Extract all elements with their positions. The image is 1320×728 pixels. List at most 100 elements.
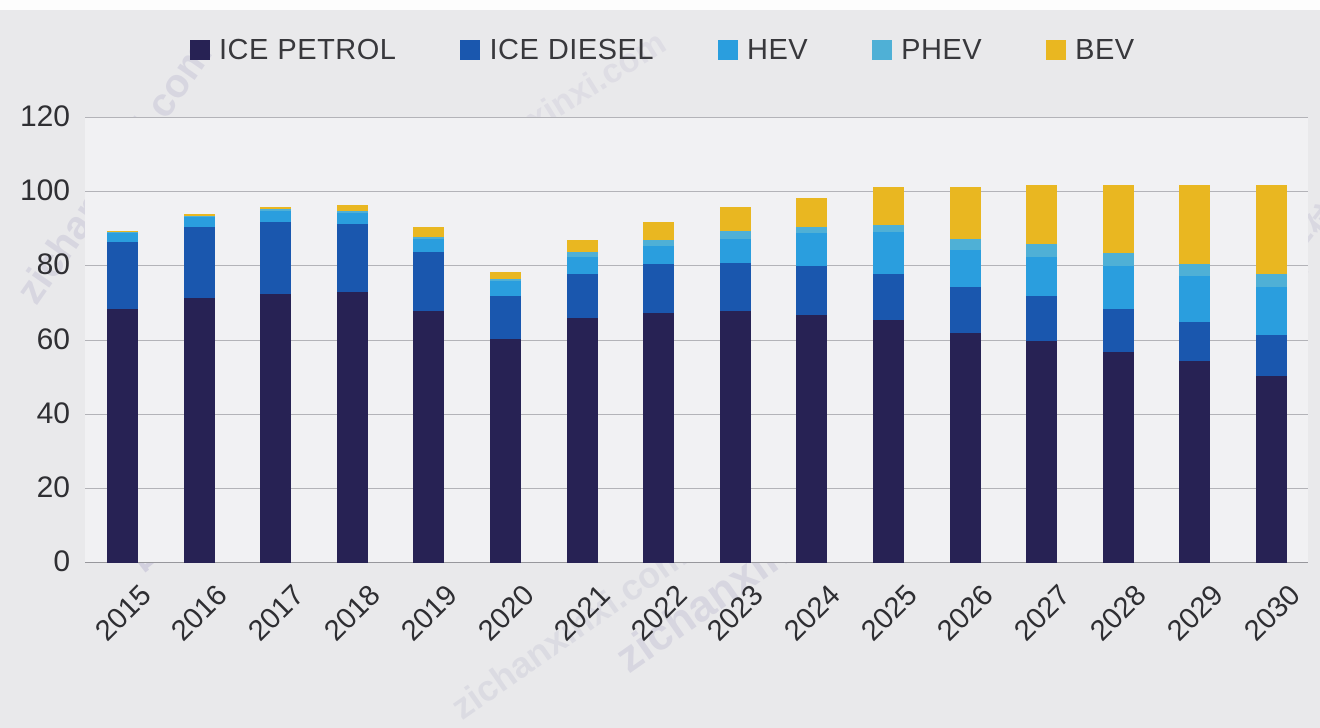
plot-area (85, 117, 1308, 563)
stacked-bar-chart: ICE PETROL ICE DIESEL HEV PHEV BEV 0 20 40 60 80… (19, 33, 1308, 648)
bar-2019-ice-petrol (413, 310, 445, 563)
bar-2028-ice-diesel (1102, 308, 1134, 352)
legend-swatch-icon (190, 40, 210, 60)
bar-2024-ice-petrol (796, 314, 828, 563)
bar-2022-ice-petrol (643, 312, 675, 563)
x-tick-2026: 2026 (931, 579, 1000, 648)
bar-2015-hev (107, 232, 138, 243)
bar-2017-phev (260, 209, 292, 211)
x-tick-2024: 2024 (778, 579, 847, 648)
y-tick-60: 60 (36, 322, 70, 356)
bar-2021-hev (566, 257, 598, 274)
bar-2028-phev (1102, 253, 1134, 267)
bar-2021-ice-petrol (566, 318, 598, 563)
bar-2022-bev (643, 221, 675, 241)
bar-2029-phev (1179, 264, 1211, 276)
bar-2025-phev (873, 225, 904, 232)
bar-2030-hev (1256, 286, 1287, 335)
bar-2016-phev (183, 216, 215, 218)
x-tick-2028: 2028 (1084, 579, 1153, 648)
x-tick-2016: 2016 (165, 579, 234, 648)
x-tick-2015: 2015 (88, 579, 158, 648)
legend-swatch-icon (460, 40, 481, 60)
legend-label: HEV (747, 33, 809, 66)
bar-2015-ice-petrol (107, 308, 138, 563)
bar-2015-ice-diesel (107, 242, 138, 309)
bar-2022-ice-diesel (643, 264, 675, 313)
bar-2019-bev (413, 227, 445, 237)
bar-2018-ice-diesel (336, 223, 368, 293)
bar-2017-ice-petrol (260, 294, 292, 563)
y-tick-100: 100 (19, 174, 70, 208)
x-tick-2017: 2017 (242, 579, 311, 648)
gridline-40 (85, 413, 1308, 415)
x-tick-2025: 2025 (854, 579, 924, 648)
bar-2023-hev (719, 238, 751, 263)
bar-2030-bev (1256, 184, 1287, 274)
x-tick-2020: 2020 (471, 579, 541, 648)
bar-2020-ice-diesel (490, 296, 521, 339)
bar-2016-hev (183, 217, 215, 228)
bar-2025-ice-petrol (873, 320, 904, 563)
legend-label: BEV (1075, 33, 1135, 66)
bar-2024-phev (796, 226, 828, 233)
bar-2016-ice-diesel (183, 227, 215, 298)
bar-2027-phev (1026, 244, 1058, 258)
bar-2015-bev (107, 231, 138, 233)
legend-swatch-icon (718, 40, 738, 60)
bar-2029-ice-petrol (1179, 360, 1211, 563)
y-tick-80: 80 (36, 248, 70, 282)
bar-2023-bev (719, 207, 751, 232)
legend-swatch-icon (872, 40, 893, 60)
y-tick-120: 120 (19, 100, 70, 133)
legend-item-phev: PHEV (872, 34, 982, 67)
x-tick-2030: 2030 (1237, 579, 1307, 648)
bar-2024-hev (796, 232, 828, 267)
bar-2016-ice-petrol (183, 297, 215, 563)
y-tick-40: 40 (36, 396, 70, 430)
bar-2020-bev (490, 271, 521, 279)
bar-2018-phev (336, 210, 368, 213)
bar-2017-bev (260, 207, 292, 210)
x-tick-2018: 2018 (318, 579, 387, 648)
x-tick-2019: 2019 (395, 579, 464, 648)
bar-2025-ice-diesel (873, 273, 904, 321)
bar-2024-ice-diesel (796, 266, 828, 315)
bar-2021-phev (566, 252, 598, 258)
bar-2023-phev (719, 231, 751, 239)
bar-2020-hev (490, 281, 521, 296)
legend-swatch-icon (1046, 40, 1067, 60)
bar-2023-ice-petrol (719, 310, 751, 563)
bar-2024-bev (796, 197, 828, 227)
bar-2026-ice-petrol (949, 333, 981, 563)
legend-label: ICE DIESEL (489, 33, 654, 66)
x-tick-2022: 2022 (625, 579, 694, 648)
legend-label: ICE PETROL (219, 33, 397, 66)
bar-2016-bev (183, 214, 215, 217)
bar-2025-hev (873, 231, 904, 274)
bar-2020-phev (490, 278, 521, 282)
y-tick-20: 20 (36, 470, 70, 504)
legend-item-bev: BEV (1046, 34, 1135, 67)
legend-item-ice-diesel: ICE DIESEL (460, 34, 654, 67)
bar-2028-bev (1102, 184, 1134, 254)
bar-2029-hev (1179, 275, 1211, 322)
bar-2028-hev (1102, 266, 1134, 309)
bar-2026-bev (949, 186, 981, 239)
bar-2027-ice-diesel (1026, 296, 1058, 341)
x-tick-2029: 2029 (1161, 579, 1230, 648)
legend-item-ice-petrol: ICE PETROL (190, 34, 396, 67)
bar-2017-hev (260, 210, 292, 222)
bar-2025-bev (873, 186, 904, 226)
top-white-strip (0, 0, 1320, 10)
gridline-120 (85, 117, 1308, 118)
bar-2023-ice-diesel (719, 262, 751, 311)
bar-2020-ice-petrol (490, 338, 521, 563)
bar-2019-ice-diesel (413, 251, 445, 311)
bar-2019-phev (413, 236, 445, 239)
gridline-0 (85, 562, 1308, 563)
bar-2021-bev (566, 240, 598, 253)
bar-2027-bev (1026, 184, 1058, 245)
bar-2019-hev (413, 238, 445, 252)
